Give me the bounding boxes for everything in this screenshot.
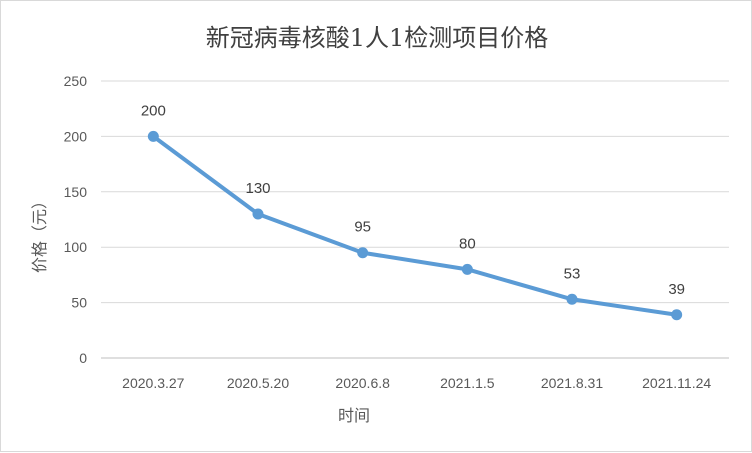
x-tick-label: 2020.5.20 (227, 375, 289, 391)
x-tick-label: 2021.1.5 (440, 375, 495, 391)
x-axis-title: 时间 (338, 406, 370, 425)
data-label: 130 (245, 180, 270, 197)
data-point (252, 208, 264, 220)
data-label: 80 (459, 235, 476, 252)
series-layer (147, 130, 683, 321)
x-axis-tick-labels: 2020.3.27 2020.5.20 2020.6.8 2021.1.5 2021.8… (122, 375, 711, 391)
data-label: 200 (141, 102, 166, 119)
data-point (461, 263, 473, 275)
y-tick-label: 100 (64, 239, 88, 255)
y-tick-label: 150 (64, 184, 88, 200)
data-point (566, 293, 578, 305)
y-tick-label: 200 (64, 128, 88, 144)
data-point (357, 247, 369, 259)
series-line (151, 134, 679, 317)
data-labels: 200 130 95 80 53 39 (141, 102, 685, 297)
x-tick-label: 2020.6.8 (335, 375, 390, 391)
x-tick-label: 2020.3.27 (122, 375, 184, 391)
y-tick-label: 250 (64, 73, 88, 89)
data-point (671, 309, 683, 321)
y-tick-label: 50 (71, 295, 87, 311)
chart-title: 新冠病毒核酸1人1检测项目价格 (206, 24, 549, 52)
data-point (147, 130, 159, 142)
x-tick-label: 2021.11.24 (642, 375, 711, 391)
data-label: 39 (668, 281, 685, 298)
data-label: 95 (354, 219, 371, 236)
data-label: 53 (564, 265, 581, 282)
y-axis-tick-labels: 0 50 100 150 200 250 (64, 73, 88, 366)
x-tick-label: 2021.8.31 (541, 375, 603, 391)
y-tick-label: 0 (79, 350, 87, 366)
y-axis-title: 价格（元） (30, 193, 49, 273)
gridlines (101, 80, 729, 359)
